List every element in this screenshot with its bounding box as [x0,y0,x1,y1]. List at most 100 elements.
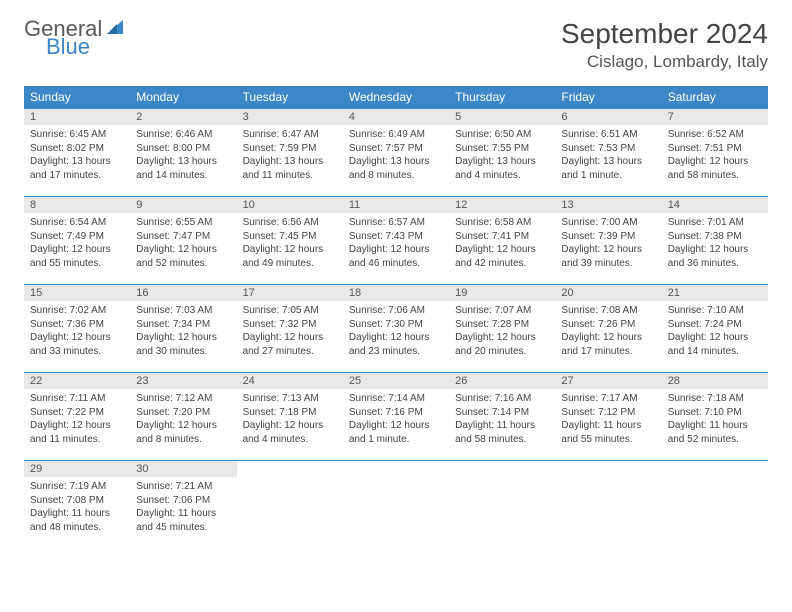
sunset-line: Sunset: 7:32 PM [243,318,337,332]
day-body: Sunrise: 7:07 AMSunset: 7:28 PMDaylight:… [449,301,555,362]
calendar-table: Sunday Monday Tuesday Wednesday Thursday… [24,86,768,549]
sunrise-line: Sunrise: 7:01 AM [668,216,762,230]
sunset-line: Sunset: 7:12 PM [561,406,655,420]
day-cell: 18Sunrise: 7:06 AMSunset: 7:30 PMDayligh… [343,285,449,373]
day-body: Sunrise: 6:55 AMSunset: 7:47 PMDaylight:… [130,213,236,274]
day-body: Sunrise: 7:03 AMSunset: 7:34 PMDaylight:… [130,301,236,362]
sunset-line: Sunset: 7:28 PM [455,318,549,332]
day-body: Sunrise: 6:46 AMSunset: 8:00 PMDaylight:… [130,125,236,186]
day-number: 16 [130,285,236,301]
day-body: Sunrise: 7:08 AMSunset: 7:26 PMDaylight:… [555,301,661,362]
sunset-line: Sunset: 7:06 PM [136,494,230,508]
daylight-line: Daylight: 12 hours and 46 minutes. [349,243,443,270]
day-cell: 15Sunrise: 7:02 AMSunset: 7:36 PMDayligh… [24,285,130,373]
day-cell: 14Sunrise: 7:01 AMSunset: 7:38 PMDayligh… [662,197,768,285]
day-cell: 9Sunrise: 6:55 AMSunset: 7:47 PMDaylight… [130,197,236,285]
day-cell: 17Sunrise: 7:05 AMSunset: 7:32 PMDayligh… [237,285,343,373]
day-body: Sunrise: 6:54 AMSunset: 7:49 PMDaylight:… [24,213,130,274]
sunrise-line: Sunrise: 6:55 AM [136,216,230,230]
sunset-line: Sunset: 7:34 PM [136,318,230,332]
sunrise-line: Sunrise: 6:45 AM [30,128,124,142]
day-body: Sunrise: 7:11 AMSunset: 7:22 PMDaylight:… [24,389,130,450]
day-cell: 21Sunrise: 7:10 AMSunset: 7:24 PMDayligh… [662,285,768,373]
daylight-line: Daylight: 11 hours and 58 minutes. [455,419,549,446]
daylight-line: Daylight: 13 hours and 11 minutes. [243,155,337,182]
sunset-line: Sunset: 7:47 PM [136,230,230,244]
day-cell: 27Sunrise: 7:17 AMSunset: 7:12 PMDayligh… [555,373,661,461]
daylight-line: Daylight: 11 hours and 48 minutes. [30,507,124,534]
daylight-line: Daylight: 12 hours and 30 minutes. [136,331,230,358]
day-body: Sunrise: 7:10 AMSunset: 7:24 PMDaylight:… [662,301,768,362]
day-body: Sunrise: 6:51 AMSunset: 7:53 PMDaylight:… [555,125,661,186]
sunset-line: Sunset: 7:14 PM [455,406,549,420]
sunrise-line: Sunrise: 6:49 AM [349,128,443,142]
daylight-line: Daylight: 12 hours and 39 minutes. [561,243,655,270]
month-title: September 2024 [561,18,768,50]
sunset-line: Sunset: 7:24 PM [668,318,762,332]
sunrise-line: Sunrise: 7:18 AM [668,392,762,406]
day-cell: 4Sunrise: 6:49 AMSunset: 7:57 PMDaylight… [343,109,449,197]
day-number: 25 [343,373,449,389]
day-number: 10 [237,197,343,213]
week-row: 15Sunrise: 7:02 AMSunset: 7:36 PMDayligh… [24,285,768,373]
sunrise-line: Sunrise: 6:47 AM [243,128,337,142]
day-cell: 6Sunrise: 6:51 AMSunset: 7:53 PMDaylight… [555,109,661,197]
daylight-line: Daylight: 12 hours and 4 minutes. [243,419,337,446]
day-body: Sunrise: 6:50 AMSunset: 7:55 PMDaylight:… [449,125,555,186]
day-cell: 25Sunrise: 7:14 AMSunset: 7:16 PMDayligh… [343,373,449,461]
day-number: 18 [343,285,449,301]
sunrise-line: Sunrise: 7:00 AM [561,216,655,230]
sunset-line: Sunset: 7:49 PM [30,230,124,244]
page-header: General Blue September 2024 Cislago, Lom… [24,18,768,72]
daylight-line: Daylight: 12 hours and 27 minutes. [243,331,337,358]
col-header: Sunday [24,86,130,109]
day-number: 28 [662,373,768,389]
week-row: 8Sunrise: 6:54 AMSunset: 7:49 PMDaylight… [24,197,768,285]
col-header: Wednesday [343,86,449,109]
day-body: Sunrise: 6:47 AMSunset: 7:59 PMDaylight:… [237,125,343,186]
sunrise-line: Sunrise: 7:14 AM [349,392,443,406]
sunset-line: Sunset: 8:02 PM [30,142,124,156]
day-cell [237,461,343,549]
day-header-row: Sunday Monday Tuesday Wednesday Thursday… [24,86,768,109]
title-block: September 2024 Cislago, Lombardy, Italy [561,18,768,72]
day-number: 6 [555,109,661,125]
day-number: 12 [449,197,555,213]
day-cell: 5Sunrise: 6:50 AMSunset: 7:55 PMDaylight… [449,109,555,197]
sunrise-line: Sunrise: 7:19 AM [30,480,124,494]
sunrise-line: Sunrise: 7:05 AM [243,304,337,318]
sunrise-line: Sunrise: 6:52 AM [668,128,762,142]
sunrise-line: Sunrise: 6:58 AM [455,216,549,230]
day-body: Sunrise: 7:16 AMSunset: 7:14 PMDaylight:… [449,389,555,450]
daylight-line: Daylight: 12 hours and 49 minutes. [243,243,337,270]
day-body: Sunrise: 7:01 AMSunset: 7:38 PMDaylight:… [662,213,768,274]
sunset-line: Sunset: 7:30 PM [349,318,443,332]
day-number: 19 [449,285,555,301]
day-body: Sunrise: 7:21 AMSunset: 7:06 PMDaylight:… [130,477,236,538]
daylight-line: Daylight: 12 hours and 11 minutes. [30,419,124,446]
daylight-line: Daylight: 12 hours and 1 minute. [349,419,443,446]
sunset-line: Sunset: 7:10 PM [668,406,762,420]
day-cell: 20Sunrise: 7:08 AMSunset: 7:26 PMDayligh… [555,285,661,373]
day-number: 3 [237,109,343,125]
day-cell [662,461,768,549]
day-body: Sunrise: 7:06 AMSunset: 7:30 PMDaylight:… [343,301,449,362]
col-header: Thursday [449,86,555,109]
day-number: 13 [555,197,661,213]
day-cell: 26Sunrise: 7:16 AMSunset: 7:14 PMDayligh… [449,373,555,461]
sunset-line: Sunset: 7:53 PM [561,142,655,156]
day-cell: 22Sunrise: 7:11 AMSunset: 7:22 PMDayligh… [24,373,130,461]
day-cell: 12Sunrise: 6:58 AMSunset: 7:41 PMDayligh… [449,197,555,285]
sunrise-line: Sunrise: 7:17 AM [561,392,655,406]
daylight-line: Daylight: 12 hours and 58 minutes. [668,155,762,182]
sunset-line: Sunset: 7:41 PM [455,230,549,244]
sunset-line: Sunset: 7:22 PM [30,406,124,420]
day-cell: 3Sunrise: 6:47 AMSunset: 7:59 PMDaylight… [237,109,343,197]
day-number: 5 [449,109,555,125]
day-number: 24 [237,373,343,389]
sunrise-line: Sunrise: 7:06 AM [349,304,443,318]
sunrise-line: Sunrise: 7:21 AM [136,480,230,494]
day-cell: 16Sunrise: 7:03 AMSunset: 7:34 PMDayligh… [130,285,236,373]
day-number: 4 [343,109,449,125]
sunrise-line: Sunrise: 6:56 AM [243,216,337,230]
